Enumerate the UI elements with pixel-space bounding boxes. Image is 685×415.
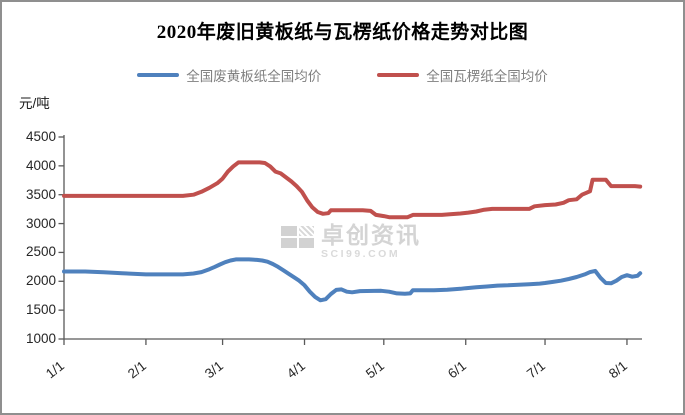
legend-item-waste-paper: 全国废黄板纸全国均价 [137, 65, 321, 85]
sci99-logo-icon [281, 226, 314, 248]
legend-label-corrugated: 全国瓦楞纸全国均价 [426, 69, 548, 84]
chart-legend: 全国废黄板纸全国均价 全国瓦楞纸全国均价 [2, 65, 683, 85]
y-tick-label: 1500 [25, 302, 56, 318]
red-line-swatch [377, 73, 420, 77]
legend-item-corrugated: 全国瓦楞纸全国均价 [377, 65, 548, 85]
y-tick-label: 4500 [25, 129, 56, 144]
blue-line-swatch [137, 73, 180, 77]
y-tick-label: 1000 [25, 331, 56, 346]
watermark-site: SCI99.COM [321, 248, 401, 260]
y-tick-label: 2500 [25, 244, 56, 260]
y-tick-label: 2000 [25, 273, 56, 289]
y-tick-label: 4000 [25, 157, 56, 173]
y-tick-label: 3500 [25, 186, 56, 202]
y-axis-unit-label: 元/吨 [19, 96, 50, 111]
watermark-name: 卓创资讯 [321, 222, 421, 248]
legend-label-waste-paper: 全国废黄板纸全国均价 [186, 69, 322, 84]
watermark: 卓创资讯 SCI99.COM [281, 224, 421, 260]
chart-title: 2020年废旧黄板纸与瓦楞纸价格走势对比图 [156, 22, 529, 43]
y-tick-label: 3000 [25, 215, 56, 231]
